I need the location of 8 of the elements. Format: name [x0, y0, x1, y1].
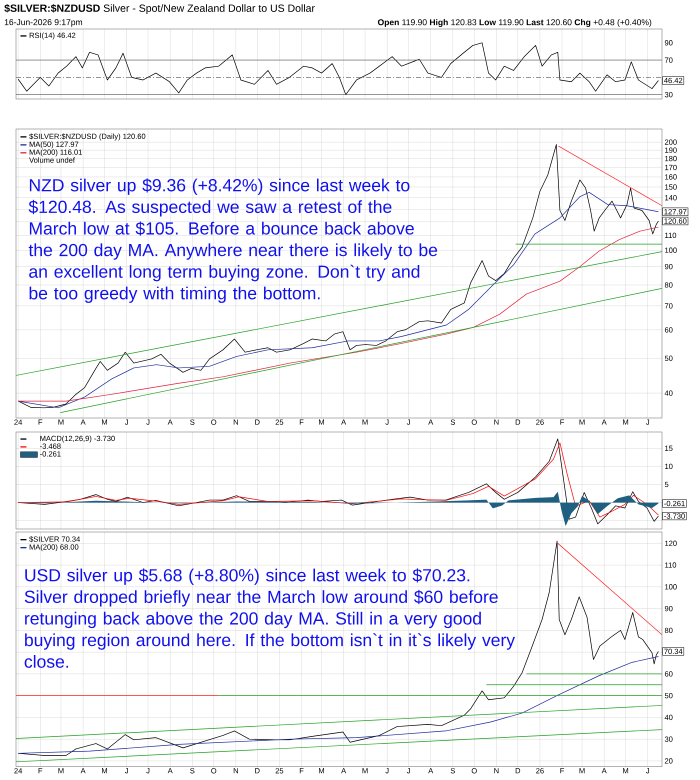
text: Open 119.90 High 120.83 Low 119.90 Last 120.60 Chg +0.48 (+0.40%) — [378, 19, 652, 27]
line-series — [18, 42, 659, 96]
line-series — [18, 540, 659, 756]
line-series — [18, 656, 659, 754]
chart-title: $SILVER:$NZDUSD Silver - Spot/New Zealand Dollar to US Dollar — [4, 4, 315, 14]
annotation: NZD silver up $9.36 (+8.42%) since last week to $120.48. As suspected we saw a retest of the March low at $105. Before a bounce back above the 200 day MA. Anywhere near there is likely to be an excellent long term buying zone. Don`t try and be too greedy with timing the bottom. — [28, 178, 438, 303]
annotation: USD silver up $5.68 (+8.80%) since last week to $70.23. Silver dropped briefly near the March low around $60 before retunging back above the 200 day MA. Still in a very good buying region around here. If the bottom isn`t in it`s likely very close. — [24, 568, 516, 668]
chart-subtitle: 16-Jun-2026 9:17pm — [4, 19, 82, 27]
